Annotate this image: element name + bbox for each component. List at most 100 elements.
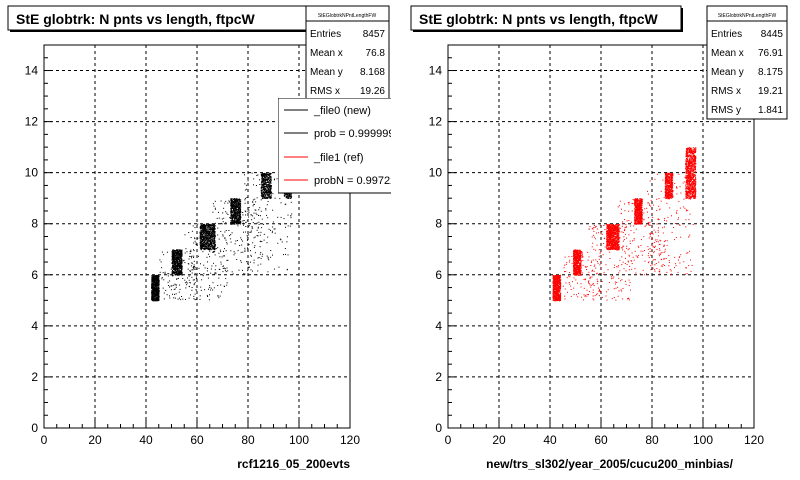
scatter-point — [157, 294, 159, 296]
scatter-point — [155, 296, 157, 298]
scatter-point — [268, 197, 270, 199]
scatter-point — [234, 215, 236, 217]
scatter-point — [202, 229, 204, 231]
scatter-point-sparse — [214, 254, 216, 256]
scatter-point — [288, 193, 290, 195]
scatter-point-sparse — [184, 234, 186, 236]
scatter-point — [263, 173, 265, 175]
scatter-point-sparse — [253, 259, 255, 261]
scatter-point — [176, 256, 178, 258]
x-tick-label: 100 — [289, 433, 309, 447]
scatter-point-sparse — [235, 215, 237, 217]
scatter-point — [266, 175, 268, 177]
scatter-point — [237, 212, 239, 214]
scatter-point-sparse — [188, 279, 190, 281]
scatter-point-sparse — [279, 238, 281, 240]
scatter-point — [554, 285, 556, 287]
scatter-point-sparse — [267, 217, 269, 219]
scatter-point-sparse — [210, 272, 212, 274]
scatter-point — [203, 246, 204, 247]
scatter-point-sparse — [220, 263, 222, 265]
scatter-point-sparse — [167, 281, 169, 283]
scatter-point-sparse — [227, 214, 229, 215]
scatter-point-sparse — [174, 288, 176, 290]
scatter-point — [260, 195, 262, 197]
scatter-point — [557, 279, 558, 281]
scatter-point-sparse — [204, 267, 206, 269]
scatter-point — [268, 175, 270, 177]
scatter-point — [208, 232, 210, 234]
scatter-point — [238, 215, 240, 217]
scatter-point — [200, 243, 202, 245]
scatter-point-sparse — [255, 201, 257, 203]
scatter-point-sparse — [242, 212, 244, 213]
scatter-point — [558, 287, 560, 289]
x-tick-label: 20 — [88, 433, 102, 447]
scatter-point — [235, 202, 237, 204]
scatter-point — [180, 250, 182, 252]
scatter-point — [211, 235, 213, 237]
scatter-point — [237, 209, 239, 211]
scatter-point — [239, 200, 241, 202]
scatter-point — [152, 286, 153, 288]
scatter-point — [151, 277, 153, 278]
scatter-point — [155, 295, 157, 297]
scatter-point — [181, 261, 183, 263]
scatter-point — [552, 281, 554, 283]
scatter-point — [230, 208, 232, 210]
scatter-point — [179, 273, 181, 275]
scatter-point — [156, 298, 158, 300]
scatter-point — [556, 283, 557, 285]
scatter-point-sparse — [211, 265, 213, 267]
scatter-point — [266, 186, 268, 188]
scatter-point-sparse — [247, 247, 248, 249]
scatter-point-sparse — [166, 251, 168, 253]
scatter-point — [234, 200, 236, 202]
scatter-point-sparse — [182, 278, 184, 279]
scatter-point — [171, 254, 173, 256]
scatter-point — [230, 199, 232, 201]
scatter-point — [268, 177, 270, 179]
scatter-point — [206, 239, 208, 241]
scatter-point — [554, 295, 556, 297]
scatter-point — [261, 173, 263, 175]
scatter-point-sparse — [174, 283, 176, 285]
scatter-point — [206, 242, 208, 244]
scatter-point — [156, 284, 158, 286]
scatter-point — [178, 255, 180, 257]
scatter-point — [231, 198, 233, 200]
scatter-point — [172, 252, 174, 253]
scatter-point — [556, 277, 558, 279]
scatter-point — [239, 204, 241, 205]
scatter-point-sparse — [277, 242, 279, 244]
scatter-point — [553, 289, 555, 291]
scatter-point — [268, 188, 270, 190]
scatter-point — [174, 250, 176, 252]
scatter-point — [157, 300, 159, 302]
scatter-point — [236, 216, 238, 218]
scatter-point — [231, 207, 233, 209]
scatter-point — [157, 298, 159, 300]
scatter-point — [231, 219, 233, 221]
scatter-point — [261, 179, 263, 180]
scatter-point — [238, 216, 240, 218]
scatter-point-sparse — [218, 217, 220, 219]
scatter-point-sparse — [217, 295, 219, 297]
scatter-point-sparse — [290, 217, 292, 219]
scatter-point — [157, 281, 159, 283]
scatter-point — [174, 259, 176, 260]
scatter-point — [178, 266, 180, 267]
scatter-point — [235, 204, 237, 206]
scatter-point — [269, 190, 271, 192]
scatter-point-sparse — [226, 282, 228, 284]
scatter-point — [270, 192, 272, 194]
scatter-point — [207, 224, 209, 226]
scatter-point-sparse — [189, 270, 191, 272]
scatter-point-sparse — [187, 277, 188, 279]
scatter-point — [556, 297, 558, 299]
scatter-point — [555, 277, 557, 279]
scatter-point — [176, 266, 178, 268]
scatter-point — [237, 220, 239, 221]
scatter-point — [559, 277, 561, 279]
scatter-point — [207, 235, 209, 237]
